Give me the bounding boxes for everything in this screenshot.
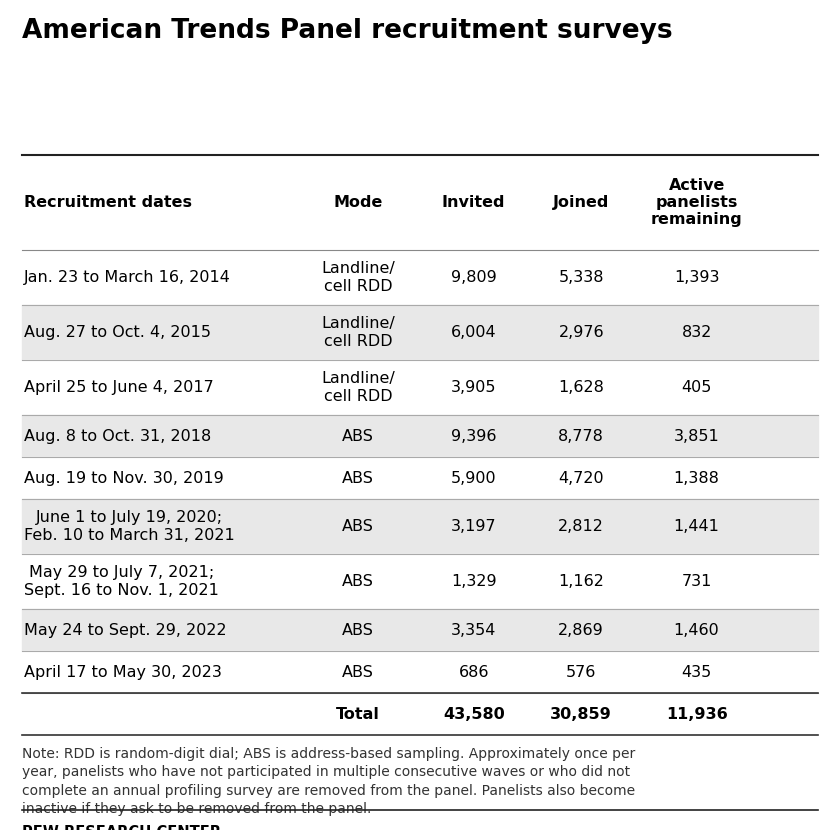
Bar <box>22 609 818 651</box>
Text: 686: 686 <box>459 665 489 680</box>
Text: 4,720: 4,720 <box>559 471 604 486</box>
Text: Mode: Mode <box>333 195 383 210</box>
Text: 3,905: 3,905 <box>451 380 496 395</box>
Text: Invited: Invited <box>442 195 506 210</box>
Text: 1,628: 1,628 <box>559 380 604 395</box>
Text: Note: RDD is random-digit dial; ABS is address-based sampling. Approximately onc: Note: RDD is random-digit dial; ABS is a… <box>22 747 635 816</box>
Text: ABS: ABS <box>343 665 375 680</box>
Bar <box>22 457 818 499</box>
Text: American Trends Panel recruitment surveys: American Trends Panel recruitment survey… <box>22 18 673 44</box>
Text: Landline/
cell RDD: Landline/ cell RDD <box>322 261 395 294</box>
Text: 11,936: 11,936 <box>666 706 727 721</box>
Text: 8,778: 8,778 <box>559 428 604 443</box>
Bar <box>22 155 818 250</box>
Bar <box>22 554 818 609</box>
Text: ABS: ABS <box>343 471 375 486</box>
Text: 9,809: 9,809 <box>451 270 496 285</box>
Text: ABS: ABS <box>343 519 375 534</box>
Text: 1,441: 1,441 <box>674 519 720 534</box>
Text: April 17 to May 30, 2023: April 17 to May 30, 2023 <box>24 665 222 680</box>
Text: Landline/
cell RDD: Landline/ cell RDD <box>322 371 395 403</box>
Text: 1,329: 1,329 <box>451 574 496 589</box>
Text: Active
panelists
remaining: Active panelists remaining <box>651 178 743 227</box>
Text: 3,354: 3,354 <box>451 622 496 637</box>
Text: 6,004: 6,004 <box>451 325 496 340</box>
Text: 30,859: 30,859 <box>550 706 612 721</box>
Text: PEW RESEARCH CENTER: PEW RESEARCH CENTER <box>22 825 221 830</box>
Text: Aug. 19 to Nov. 30, 2019: Aug. 19 to Nov. 30, 2019 <box>24 471 223 486</box>
Text: ABS: ABS <box>343 574 375 589</box>
Text: ABS: ABS <box>343 622 375 637</box>
Text: Landline/
cell RDD: Landline/ cell RDD <box>322 316 395 349</box>
Text: 405: 405 <box>681 380 711 395</box>
Bar <box>22 651 818 693</box>
Text: 9,396: 9,396 <box>451 428 496 443</box>
Text: 435: 435 <box>681 665 711 680</box>
Bar <box>22 360 818 415</box>
Text: 1,388: 1,388 <box>674 471 720 486</box>
Bar <box>22 415 818 457</box>
Text: ABS: ABS <box>343 428 375 443</box>
Text: 43,580: 43,580 <box>443 706 505 721</box>
Text: April 25 to June 4, 2017: April 25 to June 4, 2017 <box>24 380 213 395</box>
Text: 1,460: 1,460 <box>674 622 720 637</box>
Text: Total: Total <box>336 706 381 721</box>
Text: 2,976: 2,976 <box>559 325 604 340</box>
Text: 1,393: 1,393 <box>674 270 719 285</box>
Text: 5,338: 5,338 <box>559 270 604 285</box>
Text: 5,900: 5,900 <box>451 471 496 486</box>
Bar <box>22 693 818 735</box>
Bar <box>22 305 818 360</box>
Text: 1,162: 1,162 <box>559 574 604 589</box>
Text: 731: 731 <box>681 574 711 589</box>
Text: 2,869: 2,869 <box>559 622 604 637</box>
Text: May 24 to Sept. 29, 2022: May 24 to Sept. 29, 2022 <box>24 622 227 637</box>
Text: Recruitment dates: Recruitment dates <box>24 195 192 210</box>
Text: Aug. 27 to Oct. 4, 2015: Aug. 27 to Oct. 4, 2015 <box>24 325 211 340</box>
Bar <box>22 250 818 305</box>
Text: 2,812: 2,812 <box>559 519 604 534</box>
Bar <box>22 499 818 554</box>
Text: 576: 576 <box>566 665 596 680</box>
Text: 832: 832 <box>681 325 711 340</box>
Text: 3,851: 3,851 <box>674 428 720 443</box>
Text: Jan. 23 to March 16, 2014: Jan. 23 to March 16, 2014 <box>24 270 231 285</box>
Text: Joined: Joined <box>553 195 609 210</box>
Text: Aug. 8 to Oct. 31, 2018: Aug. 8 to Oct. 31, 2018 <box>24 428 211 443</box>
Text: 3,197: 3,197 <box>451 519 496 534</box>
Text: May 29 to July 7, 2021;
Sept. 16 to Nov. 1, 2021: May 29 to July 7, 2021; Sept. 16 to Nov.… <box>24 565 219 598</box>
Text: June 1 to July 19, 2020;
Feb. 10 to March 31, 2021: June 1 to July 19, 2020; Feb. 10 to Marc… <box>24 510 234 543</box>
